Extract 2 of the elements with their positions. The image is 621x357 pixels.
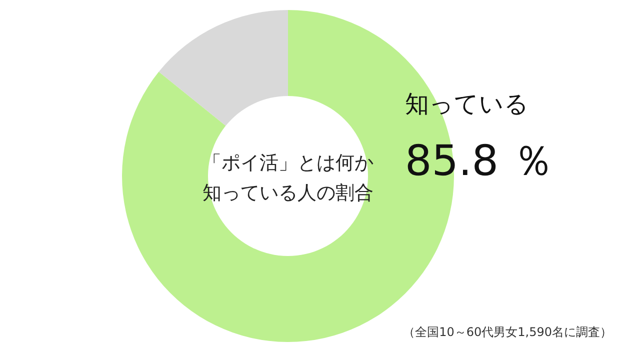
title: 「ポイ活」とは何か知っている人の割合 <box>202 152 374 204</box>
annotation: （全国10～60代男女1,590名に調査） <box>403 325 612 339</box>
